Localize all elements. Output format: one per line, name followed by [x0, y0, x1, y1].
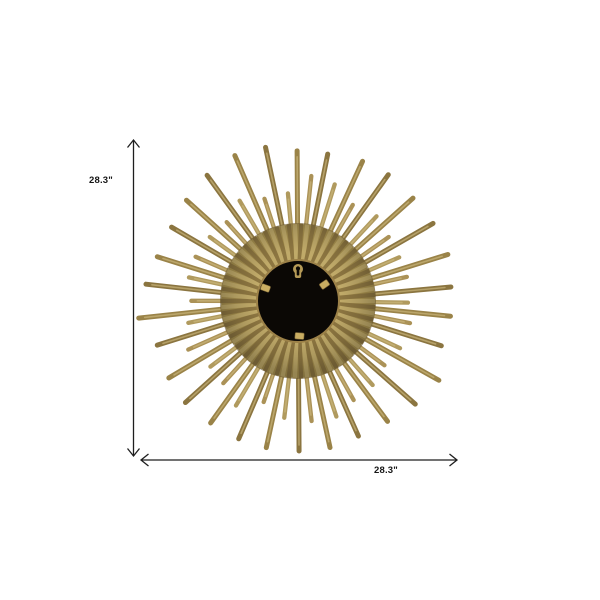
width-dimension-line: [139, 453, 459, 467]
keyhole-hanger-icon: [293, 264, 303, 278]
mirror-backing: [256, 259, 340, 343]
mounting-clip: [294, 332, 305, 340]
height-dimension-line: [126, 138, 141, 458]
mounting-clip: [260, 283, 271, 293]
mounting-clip: [319, 279, 330, 290]
height-dimension-label: 28.3": [89, 175, 113, 186]
width-dimension-label: 28.3": [374, 465, 398, 476]
sunburst-mirror: [136, 144, 454, 454]
